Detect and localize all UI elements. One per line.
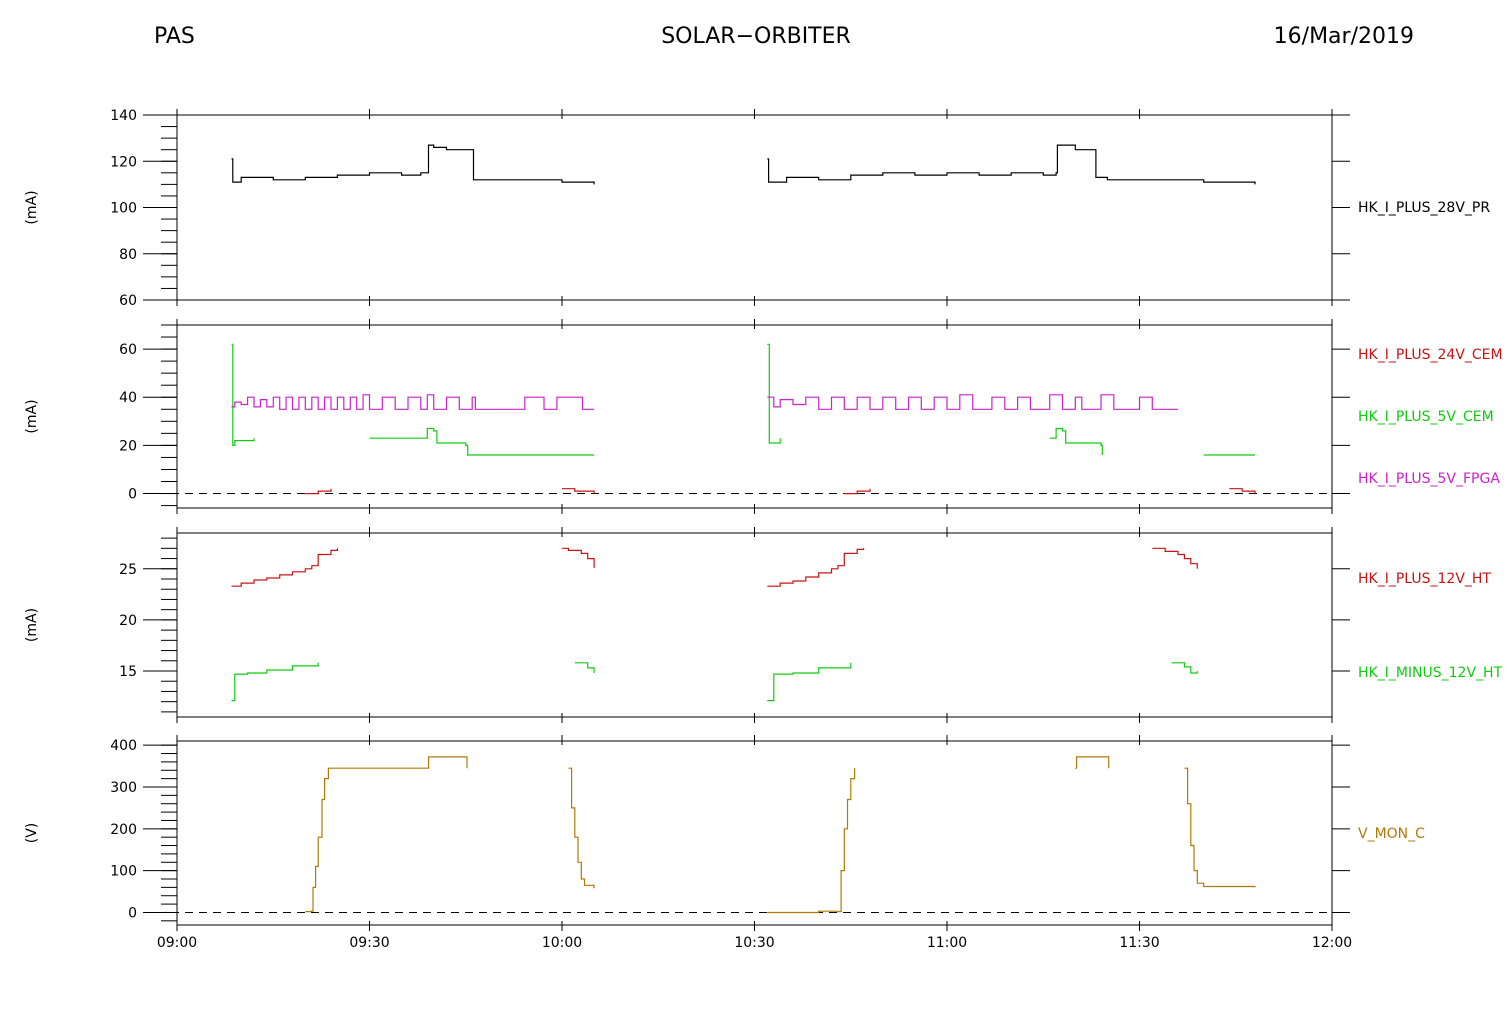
series-line-hk-i-minus-12v-ht bbox=[1171, 662, 1198, 674]
series-line-hk-i-plus-28v-pr bbox=[767, 144, 1256, 185]
series-line-hk-i-plus-5v-cem bbox=[231, 343, 255, 446]
y-tick-label: 200 bbox=[110, 822, 137, 838]
x-tick-label: 10:00 bbox=[542, 935, 582, 951]
legend-entry: HK_I_MINUS_12V_HT bbox=[1358, 665, 1503, 681]
y-tick-label: 40 bbox=[119, 390, 137, 406]
y-tick-label: 300 bbox=[110, 780, 137, 796]
y-tick-label: 60 bbox=[119, 342, 137, 358]
series-line-v-mon-c bbox=[1184, 767, 1256, 888]
legend-entry: HK_I_PLUS_5V_CEM bbox=[1358, 409, 1494, 425]
y-tick-label: 20 bbox=[119, 613, 137, 629]
y-tick-label: 60 bbox=[119, 293, 137, 309]
series-line-hk-i-plus-12v-ht bbox=[231, 548, 338, 587]
series-line-hk-i-plus-5v-cem bbox=[369, 427, 595, 456]
x-tick-label: 09:00 bbox=[157, 935, 197, 951]
series-line-hk-i-plus-12v-ht bbox=[562, 547, 595, 568]
series-line-hk-i-plus-24v-cem bbox=[844, 488, 871, 495]
series-line-hk-i-plus-24v-cem bbox=[562, 488, 595, 494]
y-axis-label: (mA) bbox=[24, 608, 40, 642]
header-date: 16/Mar/2019 bbox=[1273, 24, 1414, 49]
y-tick-label: 15 bbox=[119, 664, 137, 680]
series-line-hk-i-plus-24v-cem bbox=[305, 488, 332, 495]
y-tick-label: 0 bbox=[128, 487, 137, 503]
panel-frame bbox=[176, 324, 1333, 509]
y-tick-label: 25 bbox=[119, 562, 137, 578]
series-line-hk-i-plus-12v-ht bbox=[1152, 547, 1198, 569]
y-tick-label: 0 bbox=[128, 905, 137, 921]
y-tick-label: 100 bbox=[110, 864, 137, 880]
series-line-v-mon-c bbox=[767, 768, 856, 914]
y-axis-label: (V) bbox=[24, 823, 40, 844]
x-tick-label: 09:30 bbox=[349, 935, 389, 951]
panel-1: 60 80 100 120 140 (mA) HK_I_PLUS_28V_PR bbox=[24, 108, 1490, 309]
series-line-hk-i-plus-5v-cem bbox=[767, 343, 781, 444]
y-tick-label: 20 bbox=[119, 438, 137, 454]
series-line-v-mon-c bbox=[568, 767, 595, 889]
y-tick-label: 100 bbox=[110, 201, 137, 217]
series-line-hk-i-plus-28v-pr bbox=[231, 144, 595, 185]
series-line-hk-i-plus-12v-ht bbox=[767, 548, 865, 587]
y-axis-label: (mA) bbox=[24, 190, 40, 224]
legend-entry: HK_I_PLUS_12V_HT bbox=[1358, 571, 1491, 587]
legend-entry: V_MON_C bbox=[1358, 826, 1425, 842]
legend-entry: HK_I_PLUS_24V_CEM bbox=[1358, 347, 1503, 363]
series-line-hk-i-plus-5v-cem bbox=[1049, 427, 1103, 455]
panel-frame bbox=[176, 114, 1333, 301]
x-tick-label: 10:30 bbox=[734, 935, 774, 951]
series-line-hk-i-plus-5v-fpga bbox=[767, 394, 1178, 410]
y-tick-label: 400 bbox=[110, 738, 137, 754]
panel-2: 0 20 40 60 (mA) HK_I_PLUS_24V_CEM HK_I_PLUS_5V… bbox=[24, 319, 1503, 514]
header-instrument: PAS bbox=[154, 24, 195, 49]
panel-3: 15 20 25 (mA) HK_I_PLUS_12V_HT HK_I_MINUS_12V… bbox=[24, 527, 1503, 723]
panel-4: 0 100 200 300 400 (V) V_MON_C bbox=[24, 735, 1425, 931]
panel-frame bbox=[176, 532, 1333, 718]
legend-entry: HK_I_PLUS_28V_PR bbox=[1358, 200, 1490, 216]
series-line-v-mon-c bbox=[1075, 756, 1110, 769]
series-line-hk-i-plus-24v-cem bbox=[1229, 488, 1256, 494]
series-line-hk-i-minus-12v-ht bbox=[231, 662, 319, 702]
y-axis-label: (mA) bbox=[24, 399, 40, 433]
x-tick-label: 11:00 bbox=[927, 935, 967, 951]
y-tick-label: 120 bbox=[110, 154, 137, 170]
series-line-hk-i-minus-12v-ht bbox=[767, 662, 852, 702]
series-line-hk-i-minus-12v-ht bbox=[574, 662, 595, 673]
legend-entry: HK_I_PLUS_5V_FPGA bbox=[1358, 471, 1500, 487]
y-tick-label: 80 bbox=[119, 247, 137, 263]
header-mission: SOLAR−ORBITER bbox=[661, 24, 851, 49]
y-tick-label: 140 bbox=[110, 108, 137, 124]
series-line-v-mon-c bbox=[305, 756, 468, 913]
series-line-hk-i-plus-5v-fpga bbox=[231, 394, 595, 410]
x-tick-label: 11:30 bbox=[1119, 935, 1159, 951]
x-tick-label: 12:00 bbox=[1312, 935, 1352, 951]
